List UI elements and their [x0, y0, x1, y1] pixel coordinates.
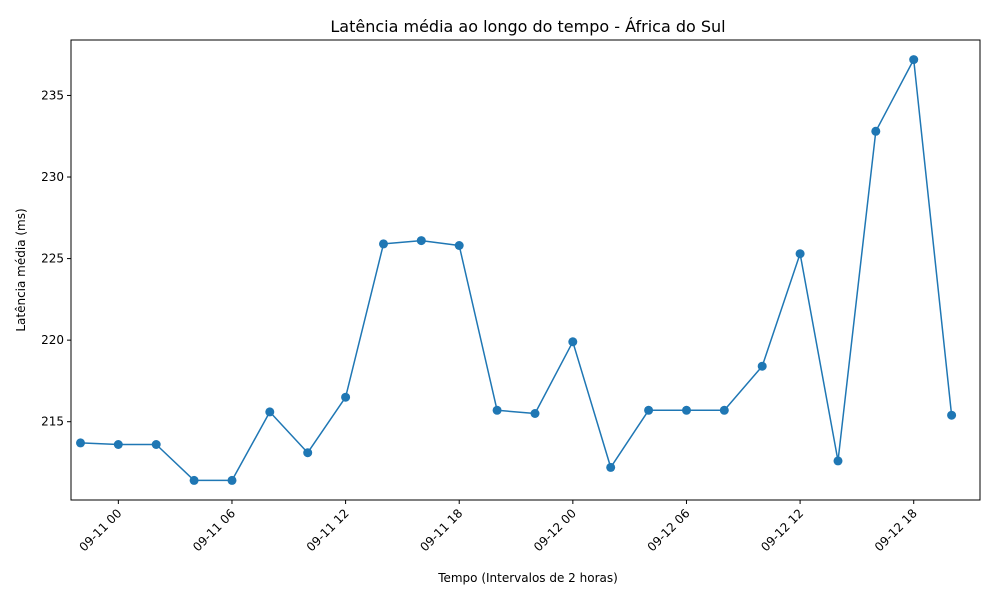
x-tick-label: 09-12 12: [758, 506, 806, 554]
data-point: [303, 448, 313, 458]
data-point: [871, 126, 881, 136]
series-line: [80, 58, 953, 482]
data-point: [151, 440, 161, 449]
data-point: [416, 236, 426, 246]
data-point: [795, 249, 805, 259]
x-tick-label: 09-11 06: [190, 506, 238, 554]
y-tick-label: 230: [41, 170, 64, 184]
data-point: [606, 462, 616, 472]
data-point: [682, 405, 691, 415]
y-tick-label: 235: [41, 88, 64, 102]
data-point: [833, 456, 843, 466]
data-point: [265, 407, 275, 417]
x-tick-label: 09-11 00: [76, 506, 124, 554]
data-point: [757, 361, 767, 371]
chart-title: Latência média ao longo do tempo - Áfric…: [330, 17, 725, 36]
y-tick-label: 220: [41, 333, 64, 347]
data-point: [341, 392, 351, 402]
data-point: [644, 405, 654, 415]
y-tick-label: 215: [41, 415, 64, 429]
x-tick-label: 09-11 18: [417, 506, 465, 554]
x-tick-label: 09-12 06: [645, 506, 693, 554]
x-tick-label: 09-11 12: [304, 506, 352, 554]
axes-frame: [70, 39, 981, 501]
data-point: [947, 410, 957, 420]
x-tick-label: 09-12 00: [531, 506, 579, 554]
data-point: [568, 337, 578, 347]
data-point: [492, 405, 502, 415]
data-point: [379, 239, 388, 249]
plot-area: 215 220 225 230 235 09-11 00 09-11 06 09-11 12 0…: [41, 39, 981, 554]
y-axis-label: Latência média (ms): [14, 208, 28, 331]
data-point: [530, 409, 540, 418]
data-point: [113, 440, 123, 449]
x-axis-label: Tempo (Intervalos de 2 horas): [437, 571, 618, 585]
y-tick-label: 225: [41, 252, 64, 266]
data-point: [227, 475, 237, 485]
data-point: [189, 475, 199, 485]
data-point: [719, 405, 729, 415]
data-point: [454, 241, 464, 250]
data-point: [76, 438, 85, 448]
x-tick-label: 09-12 18: [872, 506, 920, 554]
data-point: [909, 55, 919, 65]
